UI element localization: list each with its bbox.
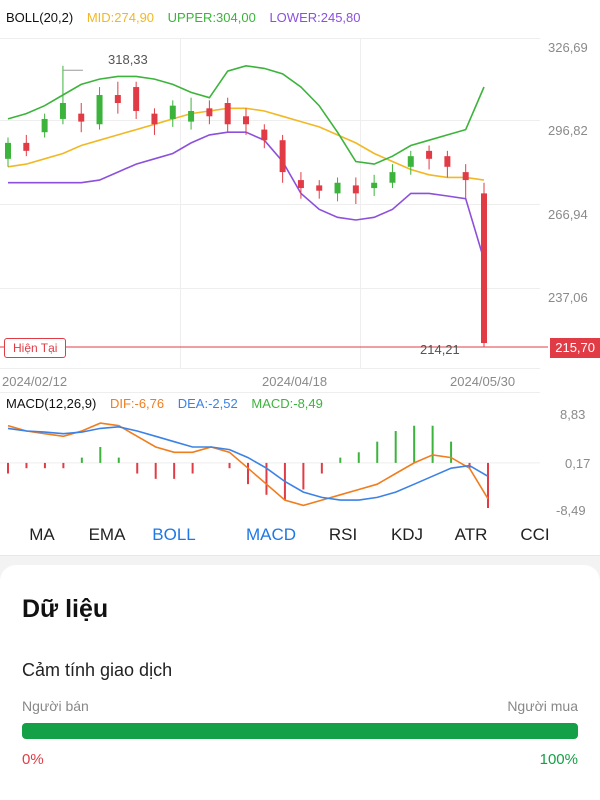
candle-body — [444, 156, 451, 167]
macd-dea-line — [7, 425, 489, 501]
grid-line — [0, 368, 540, 369]
candle-body — [407, 156, 414, 167]
grid-line — [0, 288, 540, 289]
chart-area[interactable]: BOLL(20,2) MID:274,90 UPPER:304,00 LOWER… — [0, 0, 600, 556]
boll-upper: UPPER:304,00 — [167, 10, 256, 25]
boll-upper-line — [7, 64, 485, 165]
grid-line — [0, 392, 540, 393]
data-panel: Dữ liệu Cảm tính giao dịch Người bán Ngư… — [0, 565, 600, 800]
sentiment-title: Cảm tính giao dịch — [22, 660, 173, 680]
grid-line — [0, 38, 540, 39]
candle-body — [462, 172, 469, 181]
boll-lower-line — [8, 131, 485, 261]
price-axis-label: 266,94 — [548, 207, 588, 222]
candle-body — [41, 118, 48, 133]
candle-body — [316, 185, 323, 191]
high-annotation: 318,33 — [108, 52, 148, 67]
date-label: 2024/04/18 — [262, 374, 328, 389]
candle-body — [206, 108, 213, 117]
grid-line — [0, 120, 540, 121]
macd-axis-label: 8,83 — [560, 407, 586, 422]
macd-title: MACD(12,26,9) — [6, 396, 97, 411]
candle-body — [243, 116, 249, 125]
low-annotation: 214,21 — [420, 342, 460, 357]
boll-lower: LOWER:245,80 — [269, 10, 361, 25]
tab-kdj[interactable]: KDJ — [390, 525, 424, 544]
sell-percent: 0% — [22, 751, 44, 768]
candle-body — [297, 180, 304, 189]
macd-dea: DEA:-2,52 — [177, 396, 238, 411]
boll-mid: MID:274,90 — [86, 10, 155, 25]
sentiment-bar — [22, 723, 578, 739]
candle-body — [188, 110, 195, 122]
price-axis-label: 326,69 — [548, 40, 588, 55]
macd-dif: DIF:-6,76 — [109, 396, 165, 411]
indicator-tabs: MA EMA BOLL MACD RSI KDJ ATR CCI — [0, 515, 600, 556]
candle-body — [59, 102, 66, 119]
candle-body — [5, 142, 11, 159]
price-chart — [0, 64, 548, 348]
panel-title: Dữ liệu — [22, 595, 109, 623]
macd-chart — [0, 422, 540, 508]
macd-axis-label: -8,49 — [556, 503, 586, 518]
tab-atr[interactable]: ATR — [454, 525, 488, 544]
date-label: 2024/05/30 — [450, 374, 516, 389]
buy-percent: 100% — [539, 751, 578, 768]
candle-body — [114, 95, 121, 103]
tab-cci[interactable]: CCI — [520, 525, 550, 544]
candle-body — [426, 150, 433, 159]
sellers-label: Người bán — [22, 698, 89, 714]
price-axis-label: 237,06 — [548, 290, 588, 305]
boll-legend: BOLL(20,2) MID:274,90 UPPER:304,00 LOWER… — [6, 10, 371, 25]
current-tag: Hiện Tại — [4, 338, 67, 358]
candle-body — [151, 113, 158, 125]
tab-rsi[interactable]: RSI — [328, 525, 358, 544]
grid-line — [0, 204, 540, 205]
price-axis-label: 296,82 — [548, 123, 588, 138]
current-price-tag: 215,70 — [550, 338, 600, 358]
candle-body — [23, 142, 30, 151]
candle-body — [334, 182, 341, 194]
tab-ma[interactable]: MA — [29, 525, 55, 544]
macd-axis-label: 0,17 — [565, 456, 591, 471]
candle-body — [169, 105, 176, 119]
candle-body — [389, 172, 396, 183]
grid-line — [180, 38, 181, 368]
candle-body — [224, 102, 231, 125]
candle-body — [371, 182, 378, 189]
tab-boll[interactable]: BOLL — [152, 525, 196, 544]
grid-line — [360, 38, 361, 368]
candle-body — [279, 140, 286, 173]
candle-body — [78, 113, 85, 122]
candle-body — [133, 87, 140, 111]
candle-body — [96, 95, 103, 125]
macd-value: MACD:-8,49 — [251, 396, 323, 411]
macd-legend: MACD(12,26,9) DIF:-6,76 DEA:-2,52 MACD:-… — [6, 396, 333, 411]
boll-title: BOLL(20,2) — [6, 10, 74, 25]
tab-macd[interactable]: MACD — [245, 525, 297, 544]
candle-body — [481, 193, 487, 344]
sentiment-bar-fill — [22, 723, 578, 739]
candle-body — [352, 185, 359, 194]
candle-body — [261, 129, 268, 141]
boll-mid-line — [7, 107, 485, 181]
buyers-label: Người mua — [507, 698, 578, 714]
tab-ema[interactable]: EMA — [88, 525, 126, 544]
date-label: 2024/02/12 — [2, 374, 68, 389]
macd-dif-line — [7, 422, 489, 507]
